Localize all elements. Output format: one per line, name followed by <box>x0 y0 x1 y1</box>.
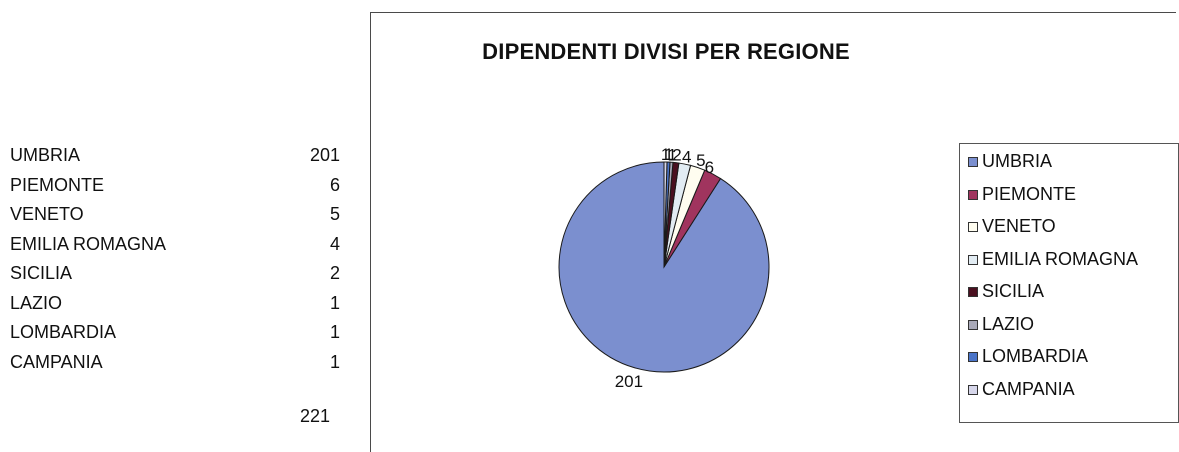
data-table: UMBRIA 201 PIEMONTE 6 VENETO 5 EMILIA RO… <box>10 144 340 380</box>
region-name: LOMBARDIA <box>10 322 117 342</box>
legend-item: CAMPANIA <box>960 379 1178 412</box>
legend-item: SICILIA <box>960 281 1178 314</box>
region-name: UMBRIA <box>10 145 81 165</box>
region-name: VENETO <box>10 204 84 224</box>
chart-legend: UMBRIA PIEMONTE VENETO EMILIA ROMAGNA SI… <box>959 143 1179 423</box>
legend-label: EMILIA ROMAGNA <box>982 248 1139 269</box>
legend-label: LOMBARDIA <box>982 346 1089 366</box>
slice-data-label: 2 <box>672 146 681 165</box>
legend-item: VENETO <box>960 216 1178 249</box>
region-count: 5 <box>329 204 340 224</box>
region-name: SICILIA <box>10 263 73 283</box>
legend-label: PIEMONTE <box>982 183 1077 204</box>
legend-item: UMBRIA <box>960 151 1178 184</box>
legend-swatch <box>968 157 978 167</box>
table-row: CAMPANIA 1 <box>10 351 340 381</box>
table-row: PIEMONTE 6 <box>10 174 340 204</box>
legend-swatch <box>968 222 978 232</box>
legend-swatch <box>968 254 978 265</box>
region-count: 6 <box>329 174 340 195</box>
legend-item: EMILIA ROMAGNA <box>960 249 1178 282</box>
legend-swatch <box>968 189 978 200</box>
legend-swatch <box>968 352 978 362</box>
chart-area: DIPENDENTI DIVISI PER REGIONE 201 6 5 4 2 1 1 1… <box>370 12 1179 452</box>
table-row: VENETO 5 <box>10 203 340 233</box>
region-name: PIEMONTE <box>10 174 105 195</box>
legend-item: PIEMONTE <box>960 184 1178 217</box>
legend-item: LAZIO <box>960 314 1178 347</box>
slice-data-label: 4 <box>682 147 691 166</box>
legend-label: LAZIO <box>982 313 1035 334</box>
region-name: LAZIO <box>10 292 63 313</box>
region-count: 1 <box>329 351 340 372</box>
legend-item: LOMBARDIA <box>960 346 1178 379</box>
table-row: LOMBARDIA 1 <box>10 321 340 351</box>
legend-swatch <box>968 287 978 297</box>
slice-data-label: 1 <box>661 145 670 164</box>
table-total: 221 <box>299 406 330 426</box>
region-count: 2 <box>329 263 340 283</box>
slice-data-label: 1 <box>664 145 673 164</box>
pie-slice-campania <box>663 161 668 268</box>
slice-data-label: 201 <box>615 372 643 391</box>
region-name: CAMPANIA <box>10 351 103 372</box>
legend-label: VENETO <box>982 216 1056 236</box>
slice-data-label: 6 <box>705 158 714 177</box>
legend-label: SICILIA <box>982 281 1045 301</box>
region-count: 1 <box>329 292 340 313</box>
chart-title: DIPENDENTI DIVISI PER REGIONE <box>482 39 850 64</box>
legend-swatch <box>968 384 978 395</box>
slice-data-label: 1 <box>667 145 676 164</box>
slice-data-label: 5 <box>696 151 705 170</box>
table-row: SICILIA 2 <box>10 262 340 292</box>
legend-label: CAMPANIA <box>982 378 1075 399</box>
table-row: LAZIO 1 <box>10 292 340 322</box>
region-count: 201 <box>309 145 340 165</box>
region-count: 1 <box>329 322 340 342</box>
table-row: EMILIA ROMAGNA 4 <box>10 233 340 263</box>
region-name: EMILIA ROMAGNA <box>10 233 167 254</box>
legend-swatch <box>968 319 978 330</box>
legend-label: UMBRIA <box>982 151 1053 171</box>
region-count: 4 <box>329 233 340 254</box>
table-row: UMBRIA 201 <box>10 144 340 174</box>
